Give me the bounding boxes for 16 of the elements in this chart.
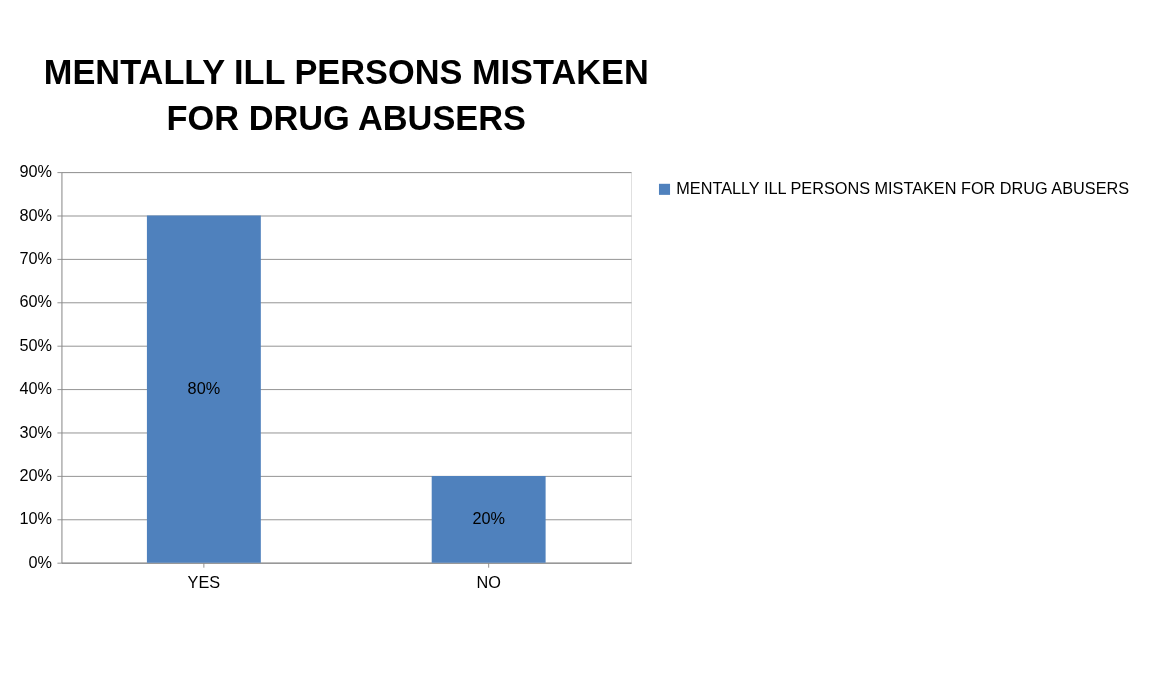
y-tick-label: 50% (19, 335, 52, 354)
y-tick-label: 40% (19, 379, 52, 398)
y-tick-label: 60% (19, 292, 52, 311)
y-tick-label: 0% (28, 552, 52, 571)
y-tick-label: 70% (19, 248, 52, 267)
x-tick-label: YES (187, 572, 221, 591)
y-tick-label: 80% (19, 205, 52, 224)
legend-label: MENTALLY ILL PERSONS MISTAKEN FOR DRUG ABUSERS (676, 178, 1130, 197)
y-tick-label: 10% (19, 509, 52, 528)
y-tick-label: 90% (19, 162, 52, 181)
chart-title: MENTALLY ILL PERSONS MISTAKEN FOR DRUG ABUSERS (43, 53, 649, 137)
x-tick-label: NO (476, 572, 501, 591)
data-label: 80% (187, 378, 221, 397)
y-tick-label: 30% (19, 422, 52, 441)
data-label: 20% (472, 508, 505, 527)
y-tick-label: 20% (19, 465, 52, 484)
